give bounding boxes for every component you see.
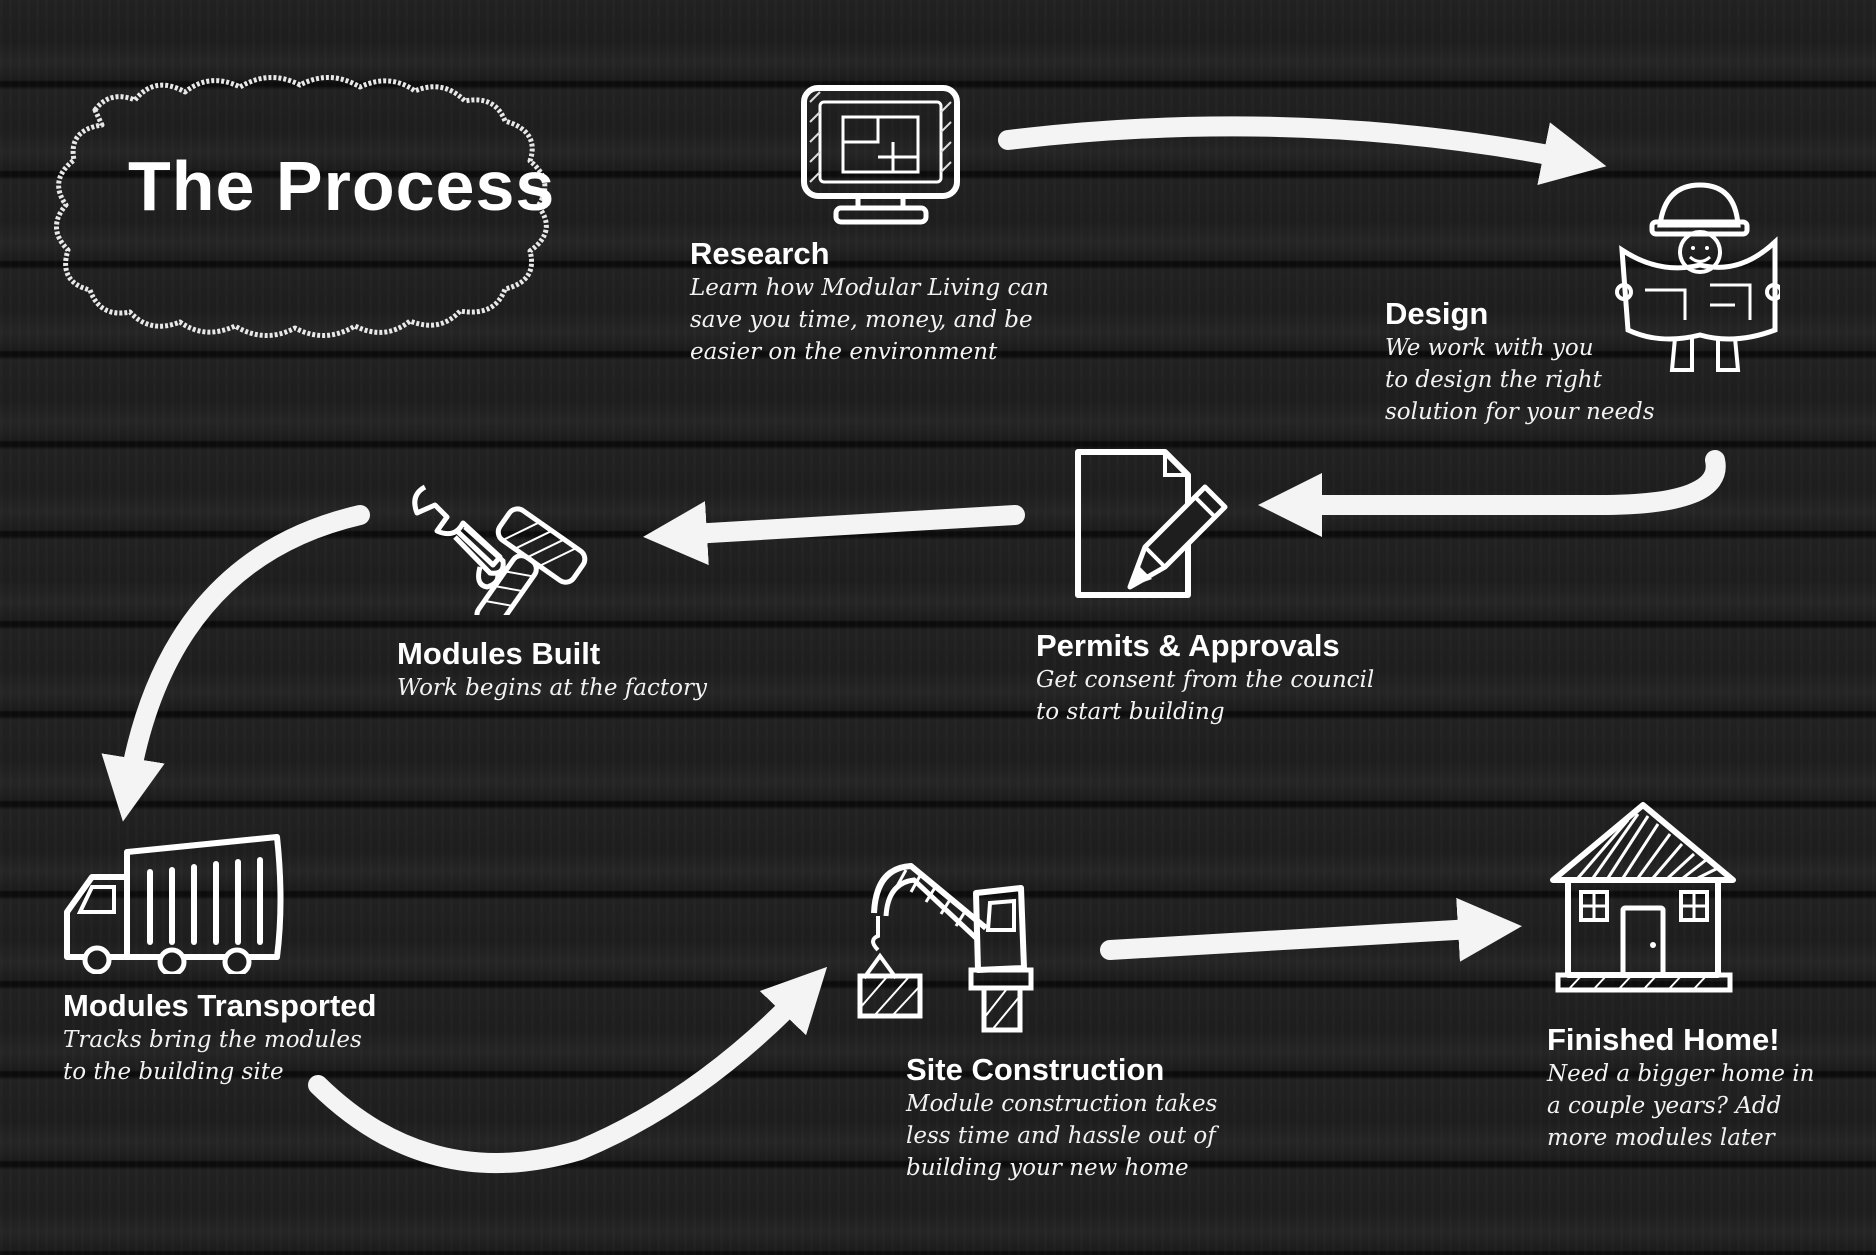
step-description: We work with you to design the right sol… (1385, 335, 1655, 425)
step-modules-transported: Modules Transported Tracks bring the mod… (63, 988, 376, 1088)
step-title: Permits & Approvals (1036, 628, 1340, 663)
step-design: Design We work with you to design the ri… (1385, 296, 1655, 428)
architect-icon (1615, 182, 1780, 372)
step-description: Module construction takes less time and … (906, 1091, 1218, 1181)
truck-icon (64, 834, 284, 974)
step-finished-home: Finished Home! Need a bigger home in a c… (1547, 1022, 1814, 1154)
document-pencil-icon (1075, 449, 1228, 598)
arrow-built-to-transported (101, 505, 370, 822)
title-cloud-frame (54, 74, 549, 339)
step-research: Research Learn how Modular Living can sa… (690, 236, 1049, 368)
step-description: Work begins at the factory (397, 675, 707, 701)
house-icon (1550, 802, 1736, 993)
step-title: Site Construction (906, 1052, 1165, 1087)
step-title: Modules Transported (63, 988, 377, 1023)
step-permits: Permits & Approvals Get consent from the… (1036, 628, 1374, 728)
computer-icon (801, 85, 960, 225)
step-description: Learn how Modular Living can save you ti… (690, 275, 1049, 365)
arrow-research-to-design (998, 116, 1607, 186)
arrow-transported-to-site (308, 966, 828, 1174)
arrow-site-to-home (1100, 897, 1522, 962)
arrow-design-to-permits (1257, 450, 1726, 538)
step-description: Tracks bring the modules to the building… (63, 1027, 362, 1085)
step-description: Get consent from the council to start bu… (1036, 667, 1375, 725)
step-title: Design (1385, 296, 1489, 331)
page-title: The Process (128, 147, 556, 225)
crane-icon (857, 863, 1034, 1033)
step-modules-built: Modules Built Work begins at the factory (397, 636, 707, 704)
step-description: Need a bigger home in a couple years? Ad… (1547, 1061, 1815, 1151)
step-title: Modules Built (397, 636, 601, 671)
step-title: Finished Home! (1547, 1022, 1780, 1057)
step-title: Research (690, 236, 830, 271)
tools-icon (412, 484, 588, 615)
step-site-construction: Site Construction Module construction ta… (906, 1052, 1217, 1184)
arrow-permits-to-built (643, 501, 1025, 566)
